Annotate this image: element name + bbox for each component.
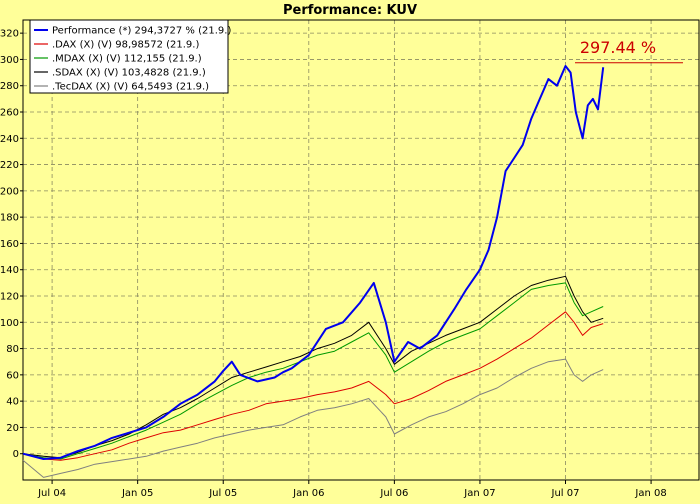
- y-tick-label: 60: [6, 370, 19, 381]
- x-tick-label: Jan 05: [121, 488, 153, 499]
- legend-entry-3: .SDAX (X) (V) 103,4828 (21.9.): [52, 68, 206, 79]
- legend-entry-0: Performance (*) 294,3727 % (21.9.): [52, 26, 231, 37]
- y-tick-label: 160: [0, 239, 19, 250]
- annotation-label: 297.44 %: [580, 38, 656, 57]
- series-line-3: [22, 275, 604, 459]
- y-tick-label: 20: [6, 423, 19, 434]
- x-tick-label: Jul 07: [551, 488, 580, 499]
- legend-entry-4: .TecDAX (X) (V) 64,5493 (21.9.): [52, 82, 209, 93]
- series-line-2: [22, 282, 604, 460]
- x-tick-label: Jul 04: [37, 488, 66, 499]
- axes: 0 20 40 60 80 100 120 140 160 180 200 220 240 260 280 3…: [0, 29, 667, 499]
- series-lines: [22, 65, 605, 478]
- y-tick-label: 280: [0, 81, 19, 92]
- series-line-0: [22, 65, 605, 460]
- x-tick-label: Jul 06: [379, 488, 408, 499]
- y-tick-label: 40: [6, 397, 19, 408]
- y-tick-label: 240: [0, 134, 19, 145]
- chart-title: Performance: KUV: [283, 3, 417, 18]
- y-tick-label: 100: [0, 318, 19, 329]
- y-tick-label: 300: [0, 55, 19, 66]
- y-tick-label: 260: [0, 108, 19, 119]
- y-tick-label: 120: [0, 292, 19, 303]
- legend-entry-1: .DAX (X) (V) 98,98572 (21.9.): [52, 40, 199, 51]
- x-tick-label: Jan 07: [463, 488, 495, 499]
- x-tick-label: Jul 05: [208, 488, 237, 499]
- y-tick-label: 220: [0, 160, 19, 171]
- plot-area-frame: [22, 19, 700, 481]
- series-line-1: [22, 311, 604, 461]
- y-tick-label: 0: [13, 449, 19, 460]
- annotation: 297.44 %: [575, 38, 683, 64]
- y-tick-label: 200: [0, 186, 19, 197]
- grid-lines: [23, 20, 699, 480]
- x-tick-label: Jan 06: [292, 488, 324, 499]
- y-tick-label: 320: [0, 29, 19, 40]
- y-tick-label: 180: [0, 213, 19, 224]
- series-line-4: [22, 358, 604, 478]
- y-tick-label: 80: [6, 344, 19, 355]
- legend-entry-2: .MDAX (X) (V) 112,155 (21.9.): [52, 54, 202, 65]
- x-tick-label: Jan 08: [634, 488, 666, 499]
- legend-box: [29, 19, 229, 94]
- y-tick-label: 140: [0, 265, 19, 276]
- legend: Performance (*) 294,3727 % (21.9.) .DAX (…: [29, 19, 231, 94]
